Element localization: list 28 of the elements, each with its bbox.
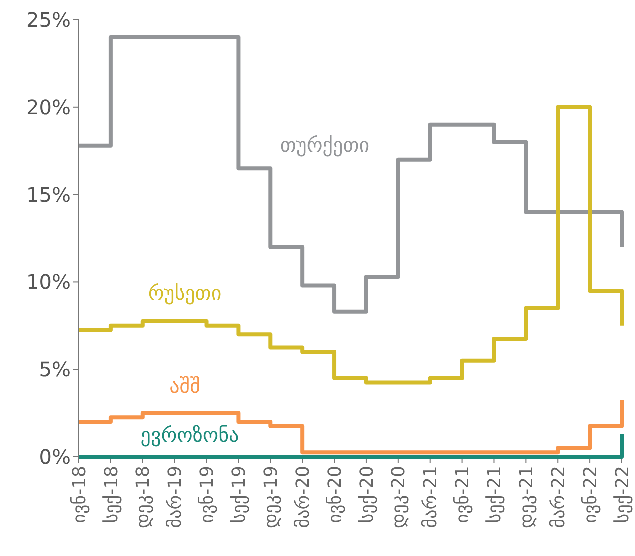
x-tick-label: დეკ-20 <box>388 466 410 528</box>
x-tick-label: სექ-19 <box>229 466 250 524</box>
x-tick-label: სექ-18 <box>101 466 122 524</box>
x-tick-label: მარ-22 <box>548 466 570 528</box>
y-tick-label: 0% <box>39 445 71 469</box>
y-tick-label: 25% <box>26 8 71 32</box>
series-label: აშშ <box>170 374 200 398</box>
x-tick-label: დეკ-21 <box>516 466 538 528</box>
x-tick-label: ივნ-18 <box>69 466 90 524</box>
x-tick-label: მარ-19 <box>165 466 186 528</box>
x-tick-label: დეკ-18 <box>133 466 154 528</box>
x-tick-label: სექ-22 <box>612 466 634 524</box>
y-tick-label: 10% <box>26 270 71 294</box>
x-tick-label: მარ-21 <box>420 466 442 528</box>
y-tick-label: 5% <box>39 358 71 382</box>
x-tick-label: მარ-20 <box>292 466 314 528</box>
series-label: თურქეთი <box>280 133 370 157</box>
x-tick-label: ივნ-22 <box>580 466 602 524</box>
x-tick-label: სექ-20 <box>356 466 378 524</box>
x-tick-label: ივნ-21 <box>452 466 474 524</box>
series-label: ევროზონა <box>140 423 240 447</box>
series-label: რუსეთი <box>148 281 222 305</box>
x-tick-label: სექ-21 <box>484 466 506 524</box>
y-tick-label: 15% <box>26 182 71 207</box>
x-tick-label: დეკ-19 <box>260 466 282 528</box>
x-tick-label: ივნ-20 <box>324 466 346 524</box>
x-tick-label: ივნ-19 <box>197 466 218 524</box>
y-tick-label: 20% <box>26 95 71 120</box>
